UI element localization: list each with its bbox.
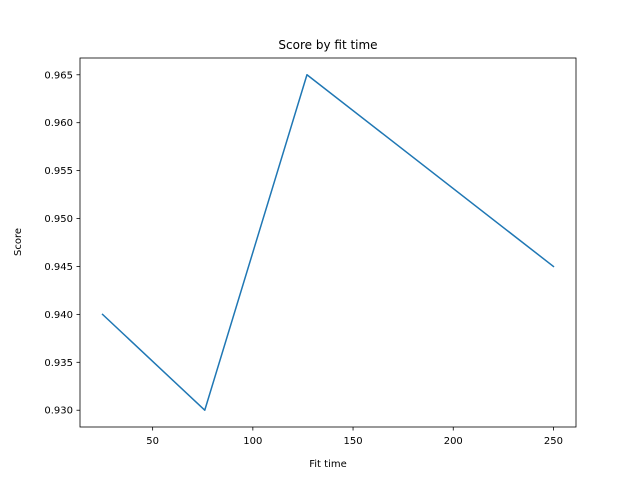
- series-line: [101, 74, 555, 411]
- x-tick-label: 50: [146, 436, 159, 447]
- plot-area: [101, 74, 555, 411]
- chart-title: Score by fit time: [278, 38, 377, 52]
- y-tick-label: 0.935: [44, 358, 73, 369]
- y-tick-label: 0.960: [44, 118, 73, 129]
- y-tick-label: 0.945: [44, 262, 73, 273]
- y-axis-title: Score: [13, 228, 24, 256]
- y-tick-label: 0.940: [44, 310, 73, 321]
- y-tick-label: 0.950: [44, 214, 73, 225]
- y-tick-label: 0.955: [44, 166, 73, 177]
- x-tick-label: 250: [544, 436, 563, 447]
- y-tick-label: 0.965: [44, 70, 73, 81]
- x-tick-label: 200: [444, 436, 463, 447]
- x-tick-label: 150: [344, 436, 363, 447]
- axes-frame: [79, 57, 577, 428]
- x-tick-label: 100: [243, 436, 262, 447]
- y-tick-label: 0.930: [44, 406, 73, 417]
- x-axis-title: Fit time: [309, 459, 347, 470]
